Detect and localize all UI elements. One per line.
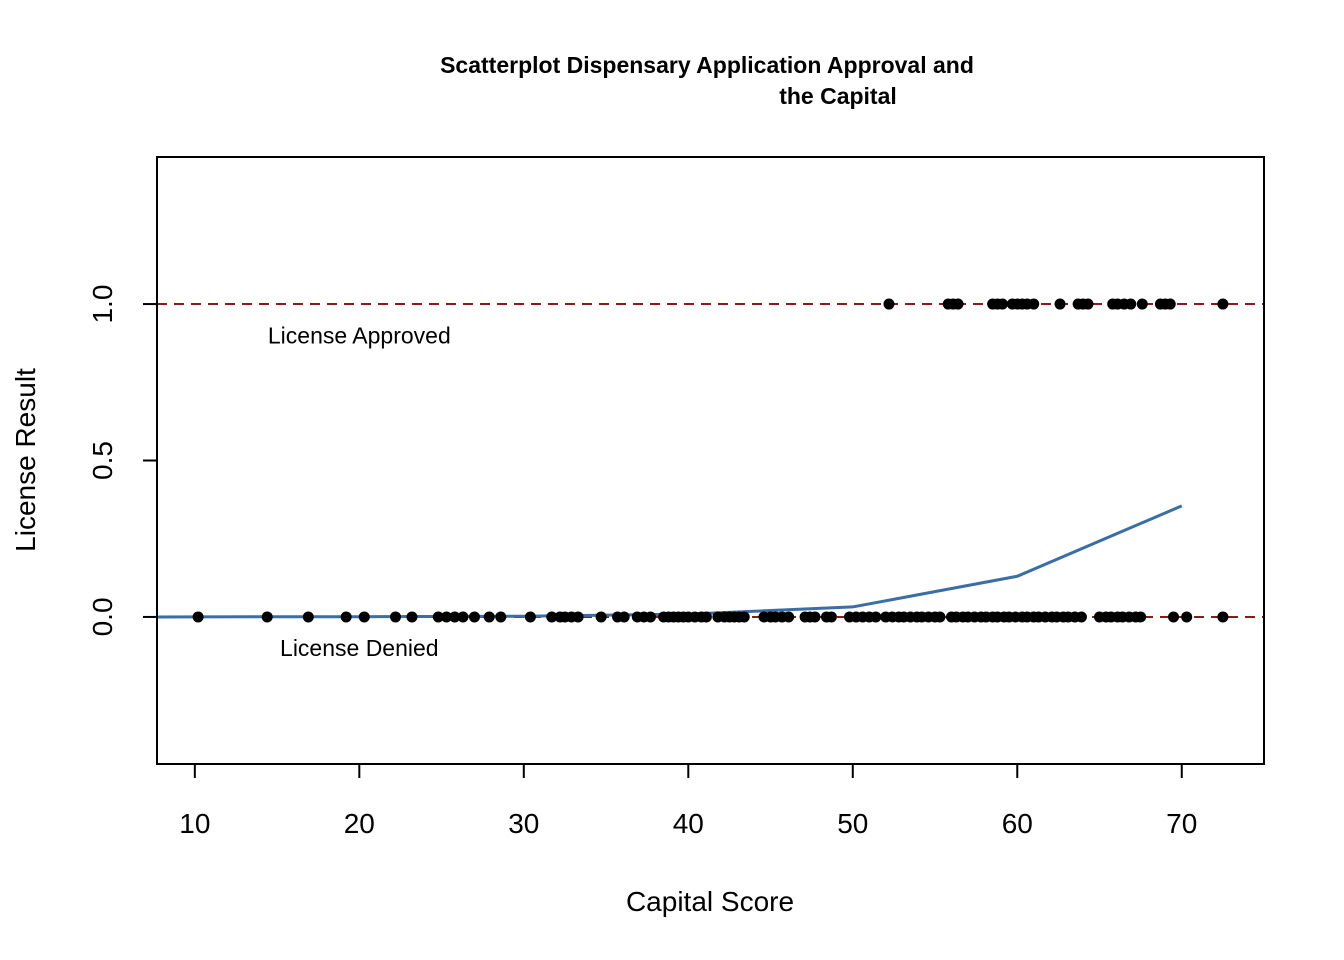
point-denied-14 xyxy=(524,611,536,623)
point-denied-10 xyxy=(457,611,469,623)
point-denied-3 xyxy=(340,611,352,623)
point-approved-23 xyxy=(1164,298,1176,310)
point-denied-88 xyxy=(1075,611,1087,623)
point-approved-6 xyxy=(996,298,1008,310)
point-approved-12 xyxy=(1054,298,1066,310)
point-denied-15 xyxy=(546,611,558,623)
chart-title-line2: the Capital xyxy=(779,83,897,109)
plot-frame xyxy=(156,156,1265,765)
y-tick-label-2: 1.0 xyxy=(87,285,118,324)
point-denied-50 xyxy=(825,611,837,623)
point-denied-25 xyxy=(644,611,656,623)
point-denied-13 xyxy=(495,611,507,623)
point-denied-1 xyxy=(261,611,273,623)
point-denied-6 xyxy=(406,611,418,623)
point-denied-8 xyxy=(440,611,452,623)
x-tick-label-6: 70 xyxy=(1166,808,1197,839)
point-denied-99 xyxy=(1217,611,1229,623)
point-denied-4 xyxy=(358,611,370,623)
point-denied-2 xyxy=(302,611,314,623)
x-tick-label-4: 50 xyxy=(837,808,868,839)
point-denied-98 xyxy=(1181,611,1193,623)
point-denied-12 xyxy=(483,611,495,623)
fitted-probability-curve xyxy=(156,504,1183,619)
point-approved-20 xyxy=(1136,298,1148,310)
point-denied-65 xyxy=(934,611,946,623)
x-tick-label-5: 60 xyxy=(1002,808,1033,839)
y-tick-label-1: 0.5 xyxy=(87,441,118,480)
point-approved-24 xyxy=(1217,298,1229,310)
point-approved-0 xyxy=(883,298,895,310)
point-denied-34 xyxy=(700,611,712,623)
annotation-0: License Approved xyxy=(268,322,451,348)
annotation-1: License Denied xyxy=(280,635,439,661)
point-denied-7 xyxy=(432,611,444,623)
point-approved-11 xyxy=(1028,298,1040,310)
point-denied-40 xyxy=(738,611,750,623)
point-denied-0 xyxy=(192,611,204,623)
point-denied-5 xyxy=(390,611,402,623)
reference-lines xyxy=(157,303,1264,618)
x-tick-label-1: 20 xyxy=(344,808,375,839)
point-denied-22 xyxy=(618,611,630,623)
point-approved-19 xyxy=(1125,298,1137,310)
x-tick-label-2: 30 xyxy=(508,808,539,839)
point-denied-20 xyxy=(595,611,607,623)
point-denied-48 xyxy=(809,611,821,623)
x-tick-label-0: 10 xyxy=(179,808,210,839)
y-axis: 0.0 0.5 1.0 xyxy=(87,285,158,636)
point-denied-45 xyxy=(783,611,795,623)
point-denied-11 xyxy=(468,611,480,623)
x-tick-label-3: 40 xyxy=(673,808,704,839)
annotations: License Approved License Denied xyxy=(268,322,451,661)
x-axis: 10 20 30 40 50 60 70 xyxy=(179,763,1197,839)
data-points xyxy=(192,298,1229,623)
point-approved-15 xyxy=(1082,298,1094,310)
chart-title-line1: Scatterplot Dispensary Application Appro… xyxy=(440,52,974,78)
y-axis-label: License Result xyxy=(10,368,41,552)
point-denied-97 xyxy=(1168,611,1180,623)
y-tick-label-0: 0.0 xyxy=(87,597,118,636)
x-axis-label: Capital Score xyxy=(626,886,794,917)
point-denied-55 xyxy=(870,611,882,623)
point-approved-3 xyxy=(952,298,964,310)
point-denied-96 xyxy=(1135,611,1147,623)
point-denied-9 xyxy=(449,611,461,623)
point-denied-19 xyxy=(572,611,584,623)
